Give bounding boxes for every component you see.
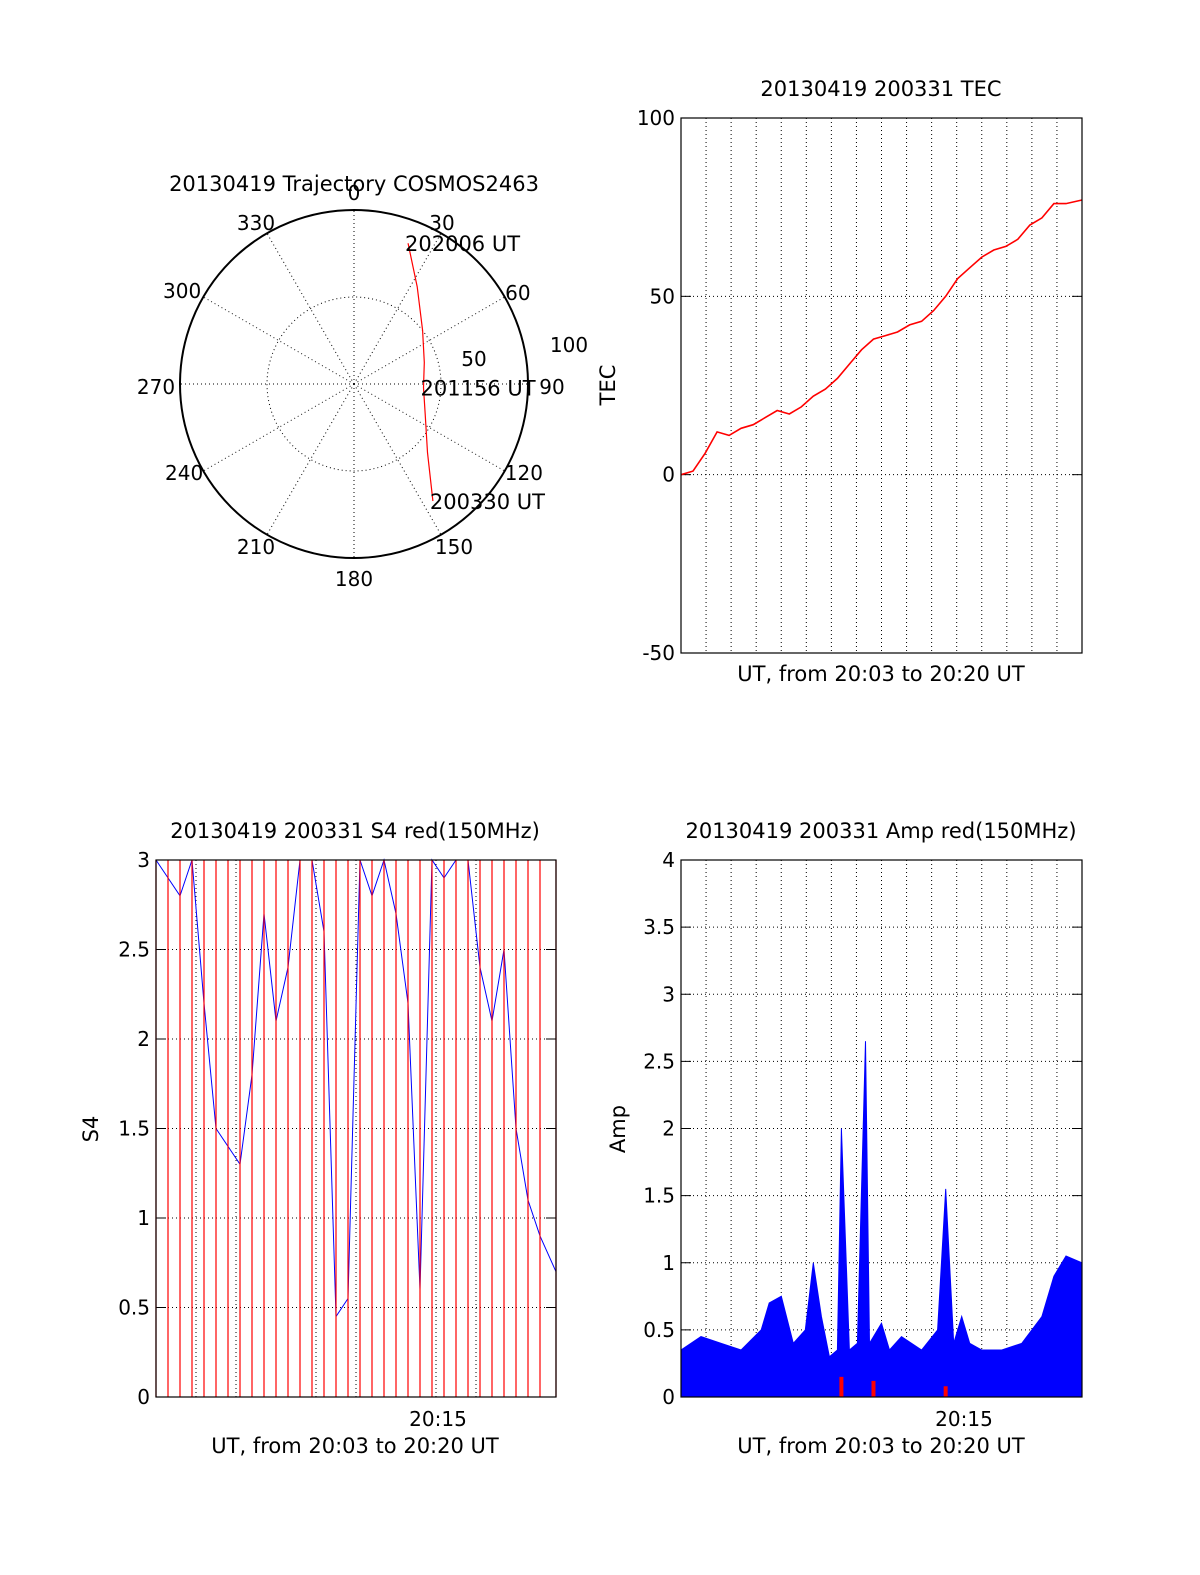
polar-angle-label: 270 [137,375,175,399]
amp-plot-red-mark [839,1376,844,1397]
s4-plot-ytick-label: 3 [137,848,150,872]
polar-angle-label: 240 [165,461,203,485]
amp-plot-ytick-label: 0 [662,1385,675,1409]
polar-trajectory-line [407,243,434,502]
amp-plot-ytick-label: 2 [662,1117,675,1141]
polar-spoke [266,383,355,535]
polar-time-annotation: 201156 UT [421,377,536,401]
amp-title: 20130419 200331 Amp red(150MHz) [685,819,1076,843]
amp-plot-blue-area [680,1041,1083,1398]
polar-angle-label: 60 [505,281,530,305]
tec-plot-ytick-label: 100 [637,106,675,130]
amp-ylabel: Amp [606,1105,630,1153]
s4-plot-ytick-label: 1.5 [118,1117,150,1141]
s4-plot-ytick-label: 1 [137,1206,150,1230]
polar-angle-label: 30 [429,211,454,235]
polar-spoke [353,233,442,385]
polar-spoke [266,233,355,385]
polar-angle-label: 330 [237,211,275,235]
polar-angle-label: 90 [539,375,564,399]
polar-angle-label: 150 [435,535,473,559]
amp-plot-ytick-label: 1 [662,1251,675,1275]
amp-plot-ytick-label: 0.5 [643,1318,675,1342]
amp-plot-ytick-label: 2.5 [643,1049,675,1073]
s4-plot-ytick-label: 0.5 [118,1296,150,1320]
polar-trajectory-chart: 20130419 Trajectory COSMOS2463 0 30 60 90 12… [137,172,588,591]
s4-plot-series-line [155,858,557,1319]
polar-time-annotation: 202006 UT [405,232,520,256]
polar-time-annotation: 200330 UT [430,490,545,514]
s4-plot-frame [155,859,557,1398]
s4-ylabel: S4 [79,1116,103,1143]
amp-plot-frame [680,859,1083,1398]
s4-xlabel: UT, from 20:03 to 20:20 UT [211,1434,499,1458]
polar-angle-label: 210 [237,535,275,559]
polar-outer-circle [179,209,529,559]
tec-plot-ytick-label: 50 [650,284,675,308]
s4-plot-ytick-label: 0 [137,1385,150,1409]
amp-plot-ytick-label: 1.5 [643,1184,675,1208]
polar-inner-circle [266,296,442,472]
polar-spoke [203,296,355,385]
amp-plot-red-mark [943,1386,948,1397]
s4-title: 20130419 200331 S4 red(150MHz) [170,819,540,843]
polar-angle-label: 0 [348,181,361,205]
polar-spoke [353,296,505,385]
polar-title: 20130419 Trajectory COSMOS2463 [169,172,539,196]
polar-angle-label: 120 [505,461,543,485]
amp-chart: 20130419 200331 Amp red(150MHz) Amp UT, … [606,819,1083,1458]
tec-plot-ytick-label: -50 [642,641,675,665]
amp-plot-red-mark [871,1380,876,1397]
amp-xlabel: UT, from 20:03 to 20:20 UT [737,1434,1025,1458]
polar-radial-label: 50 [461,347,486,371]
polar-radial-label: 100 [550,333,588,357]
tec-chart: 20130419 200331 TEC TEC UT, from 20:03 t… [596,77,1083,686]
tec-ylabel: TEC [596,365,620,407]
polar-angle-label: 180 [335,567,373,591]
polar-spoke [353,383,442,535]
s4-xtick-label: 20:15 [409,1407,467,1431]
amp-plot-ytick-label: 3.5 [643,915,675,939]
tec-plot-series-line [680,199,1083,476]
amp-xtick-label: 20:15 [935,1407,993,1431]
tec-xlabel: UT, from 20:03 to 20:20 UT [737,662,1025,686]
s4-plot-ytick-label: 2.5 [118,938,150,962]
tec-plot-ytick-label: 0 [662,463,675,487]
amp-plot-ytick-label: 3 [662,982,675,1006]
polar-spoke [203,383,355,472]
s4-plot-ytick-label: 2 [137,1027,150,1051]
amp-plot-ytick-label: 4 [662,848,675,872]
s4-chart: 20130419 200331 S4 red(150MHz) S4 UT, fr… [79,819,557,1458]
polar-angle-label: 300 [163,279,201,303]
tec-title: 20130419 200331 TEC [760,77,1001,101]
tec-plot-frame [680,117,1083,654]
polar-spoke [353,383,505,472]
